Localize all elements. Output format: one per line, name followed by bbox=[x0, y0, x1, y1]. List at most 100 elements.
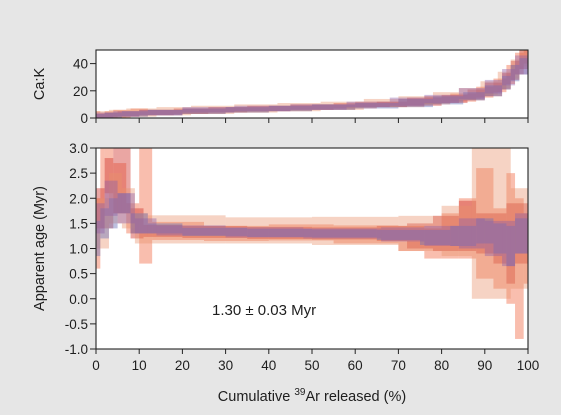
age-series-4-step-10 bbox=[484, 220, 503, 257]
age-series-4-step-6 bbox=[303, 228, 382, 239]
cak-series-2-step-14 bbox=[510, 59, 520, 79]
age-panel: -1.0 -0.5 0.0 0.5 1.0 1.5 2.0 2.5 3.0 0 10 20 30 40 5… bbox=[32, 141, 539, 405]
cak-series-3-step-13 bbox=[502, 75, 511, 90]
age-series-4-step-8 bbox=[424, 225, 459, 246]
age-series-0-step-8 bbox=[268, 224, 334, 241]
cak-series-1-step-6 bbox=[247, 105, 291, 112]
age-series-1-step-7 bbox=[312, 227, 377, 240]
cak-series-3-step-0 bbox=[96, 113, 105, 118]
cak-series-2-step-12 bbox=[480, 81, 498, 95]
cak-series-4-step-12 bbox=[515, 55, 528, 75]
cak-series-0-step-2 bbox=[104, 111, 114, 118]
cak-series-1-step-13 bbox=[484, 82, 503, 97]
cak-series-2-step-2 bbox=[126, 108, 157, 117]
cak-y-axis-label: Ca:K bbox=[32, 68, 48, 101]
cak-series-4-step-2 bbox=[139, 109, 183, 116]
cak-series-1-step-1 bbox=[104, 112, 118, 118]
age-series-0-step-7 bbox=[204, 225, 269, 241]
cak-series-0-step-9 bbox=[312, 104, 356, 110]
cak-series-2-step-6 bbox=[277, 103, 321, 112]
cak-series-3-step-9 bbox=[398, 98, 433, 108]
age-series-3-step-4 bbox=[130, 213, 148, 234]
cak-series-0-step-12 bbox=[424, 96, 451, 105]
cak-panel: 0 20 40 Ca:K bbox=[32, 49, 529, 126]
age-xtick-label-2: 20 bbox=[175, 358, 190, 373]
age-series-4-step-2 bbox=[117, 193, 135, 224]
cak-series-1-step-0 bbox=[96, 113, 105, 118]
age-series-1-step-9 bbox=[407, 223, 433, 249]
cak-series-0-step-3 bbox=[113, 109, 131, 118]
cak-series-3-step-7 bbox=[312, 104, 356, 110]
age-series-2-step-1 bbox=[108, 173, 122, 224]
cak-series-3-step-5 bbox=[225, 107, 269, 113]
cak-series-0-step-15 bbox=[493, 78, 507, 93]
cak-series-2-step-4 bbox=[191, 105, 235, 114]
cak-series-3-step-4 bbox=[182, 108, 226, 114]
age-series-2-step-4 bbox=[147, 215, 226, 244]
age-xtick-label-8: 80 bbox=[434, 358, 449, 373]
age-xtick-label-3: 30 bbox=[218, 358, 233, 373]
cak-ytick-label-0: 0 bbox=[80, 111, 88, 126]
cak-series-3-step-10 bbox=[432, 96, 464, 105]
cak-series-1-step-2 bbox=[117, 111, 140, 117]
age-series-1-step-4 bbox=[143, 224, 183, 237]
age-series-4-step-7 bbox=[381, 227, 425, 242]
cak-series-1-step-4 bbox=[173, 108, 209, 114]
age-series-1-step-12 bbox=[476, 213, 494, 254]
age-series-1-step-15 bbox=[515, 203, 528, 264]
cak-series-2-step-8 bbox=[363, 98, 399, 108]
x-axis-label-superscript: 39 bbox=[294, 387, 306, 398]
age-series-0-step-13 bbox=[458, 198, 477, 259]
age-series-0-step-18 bbox=[523, 213, 528, 284]
cak-series-4-step-7 bbox=[389, 97, 425, 106]
cak-series-1-step-9 bbox=[376, 101, 408, 108]
cak-series-1-step-3 bbox=[139, 109, 174, 116]
cak-series-0-step-16 bbox=[506, 64, 516, 84]
age-series-0-step-9 bbox=[333, 225, 399, 244]
age-series-0-step-16 bbox=[506, 173, 516, 304]
cak-series-0-step-4 bbox=[130, 108, 148, 117]
age-ytick-label-8: 3.0 bbox=[69, 141, 88, 156]
age-ytick-label-5: 1.5 bbox=[69, 216, 88, 231]
age-xtick-label-6: 60 bbox=[348, 358, 363, 373]
cak-series-1-step-7 bbox=[290, 104, 334, 110]
cak-series-2-step-13 bbox=[497, 71, 511, 89]
cak-series-0-step-18 bbox=[523, 50, 528, 64]
cak-series-1-step-5 bbox=[208, 107, 248, 113]
cak-series-4-step-0 bbox=[96, 112, 114, 118]
age-ytick-label-6: 2.0 bbox=[69, 191, 88, 206]
age-series-2-step-6 bbox=[312, 216, 399, 245]
cak-series-1-step-16 bbox=[519, 50, 528, 70]
cak-series-1-step-15 bbox=[510, 60, 520, 80]
cak-ytick-label-1: 20 bbox=[73, 84, 88, 99]
age-series-0-step-1 bbox=[100, 148, 105, 229]
plateau-age-annotation: 1.30 ± 0.03 Myr bbox=[212, 302, 316, 319]
cak-series-4-step-8 bbox=[424, 94, 459, 104]
age-series-4-step-3 bbox=[134, 218, 157, 234]
cak-series-0-step-17 bbox=[515, 52, 524, 75]
age-series-2-step-0 bbox=[96, 198, 109, 249]
age-series-3-step-3 bbox=[117, 193, 131, 214]
age-series-0-step-11 bbox=[424, 228, 442, 259]
cak-series-2-step-15 bbox=[519, 50, 528, 67]
cak-series-1-step-8 bbox=[333, 103, 377, 109]
age-series-3-step-7 bbox=[247, 228, 312, 237]
age-series-1-step-0 bbox=[96, 188, 105, 229]
cak-marks bbox=[96, 50, 528, 118]
age-series-1-step-8 bbox=[376, 225, 408, 241]
age-series-0-step-15 bbox=[493, 208, 507, 289]
x-axis: 0 10 20 30 40 50 60 70 80 90 100 bbox=[92, 349, 539, 373]
age-xtick-label-7: 70 bbox=[391, 358, 406, 373]
age-xtick-label-9: 90 bbox=[477, 358, 492, 373]
age-series-3-step-6 bbox=[182, 227, 248, 236]
age-series-4-step-1 bbox=[104, 180, 118, 216]
cak-series-4-step-6 bbox=[346, 101, 390, 108]
age-series-3-step-11 bbox=[450, 225, 477, 246]
cak-series-0-step-1 bbox=[100, 112, 105, 118]
cak-series-0-step-14 bbox=[476, 86, 494, 98]
cak-series-4-step-3 bbox=[182, 107, 235, 113]
cak-series-3-step-3 bbox=[147, 109, 183, 116]
cak-series-4-step-9 bbox=[458, 88, 485, 99]
x-axis-label: Cumulative 39Ar released (%) bbox=[218, 387, 406, 405]
cak-series-2-step-9 bbox=[398, 96, 433, 105]
